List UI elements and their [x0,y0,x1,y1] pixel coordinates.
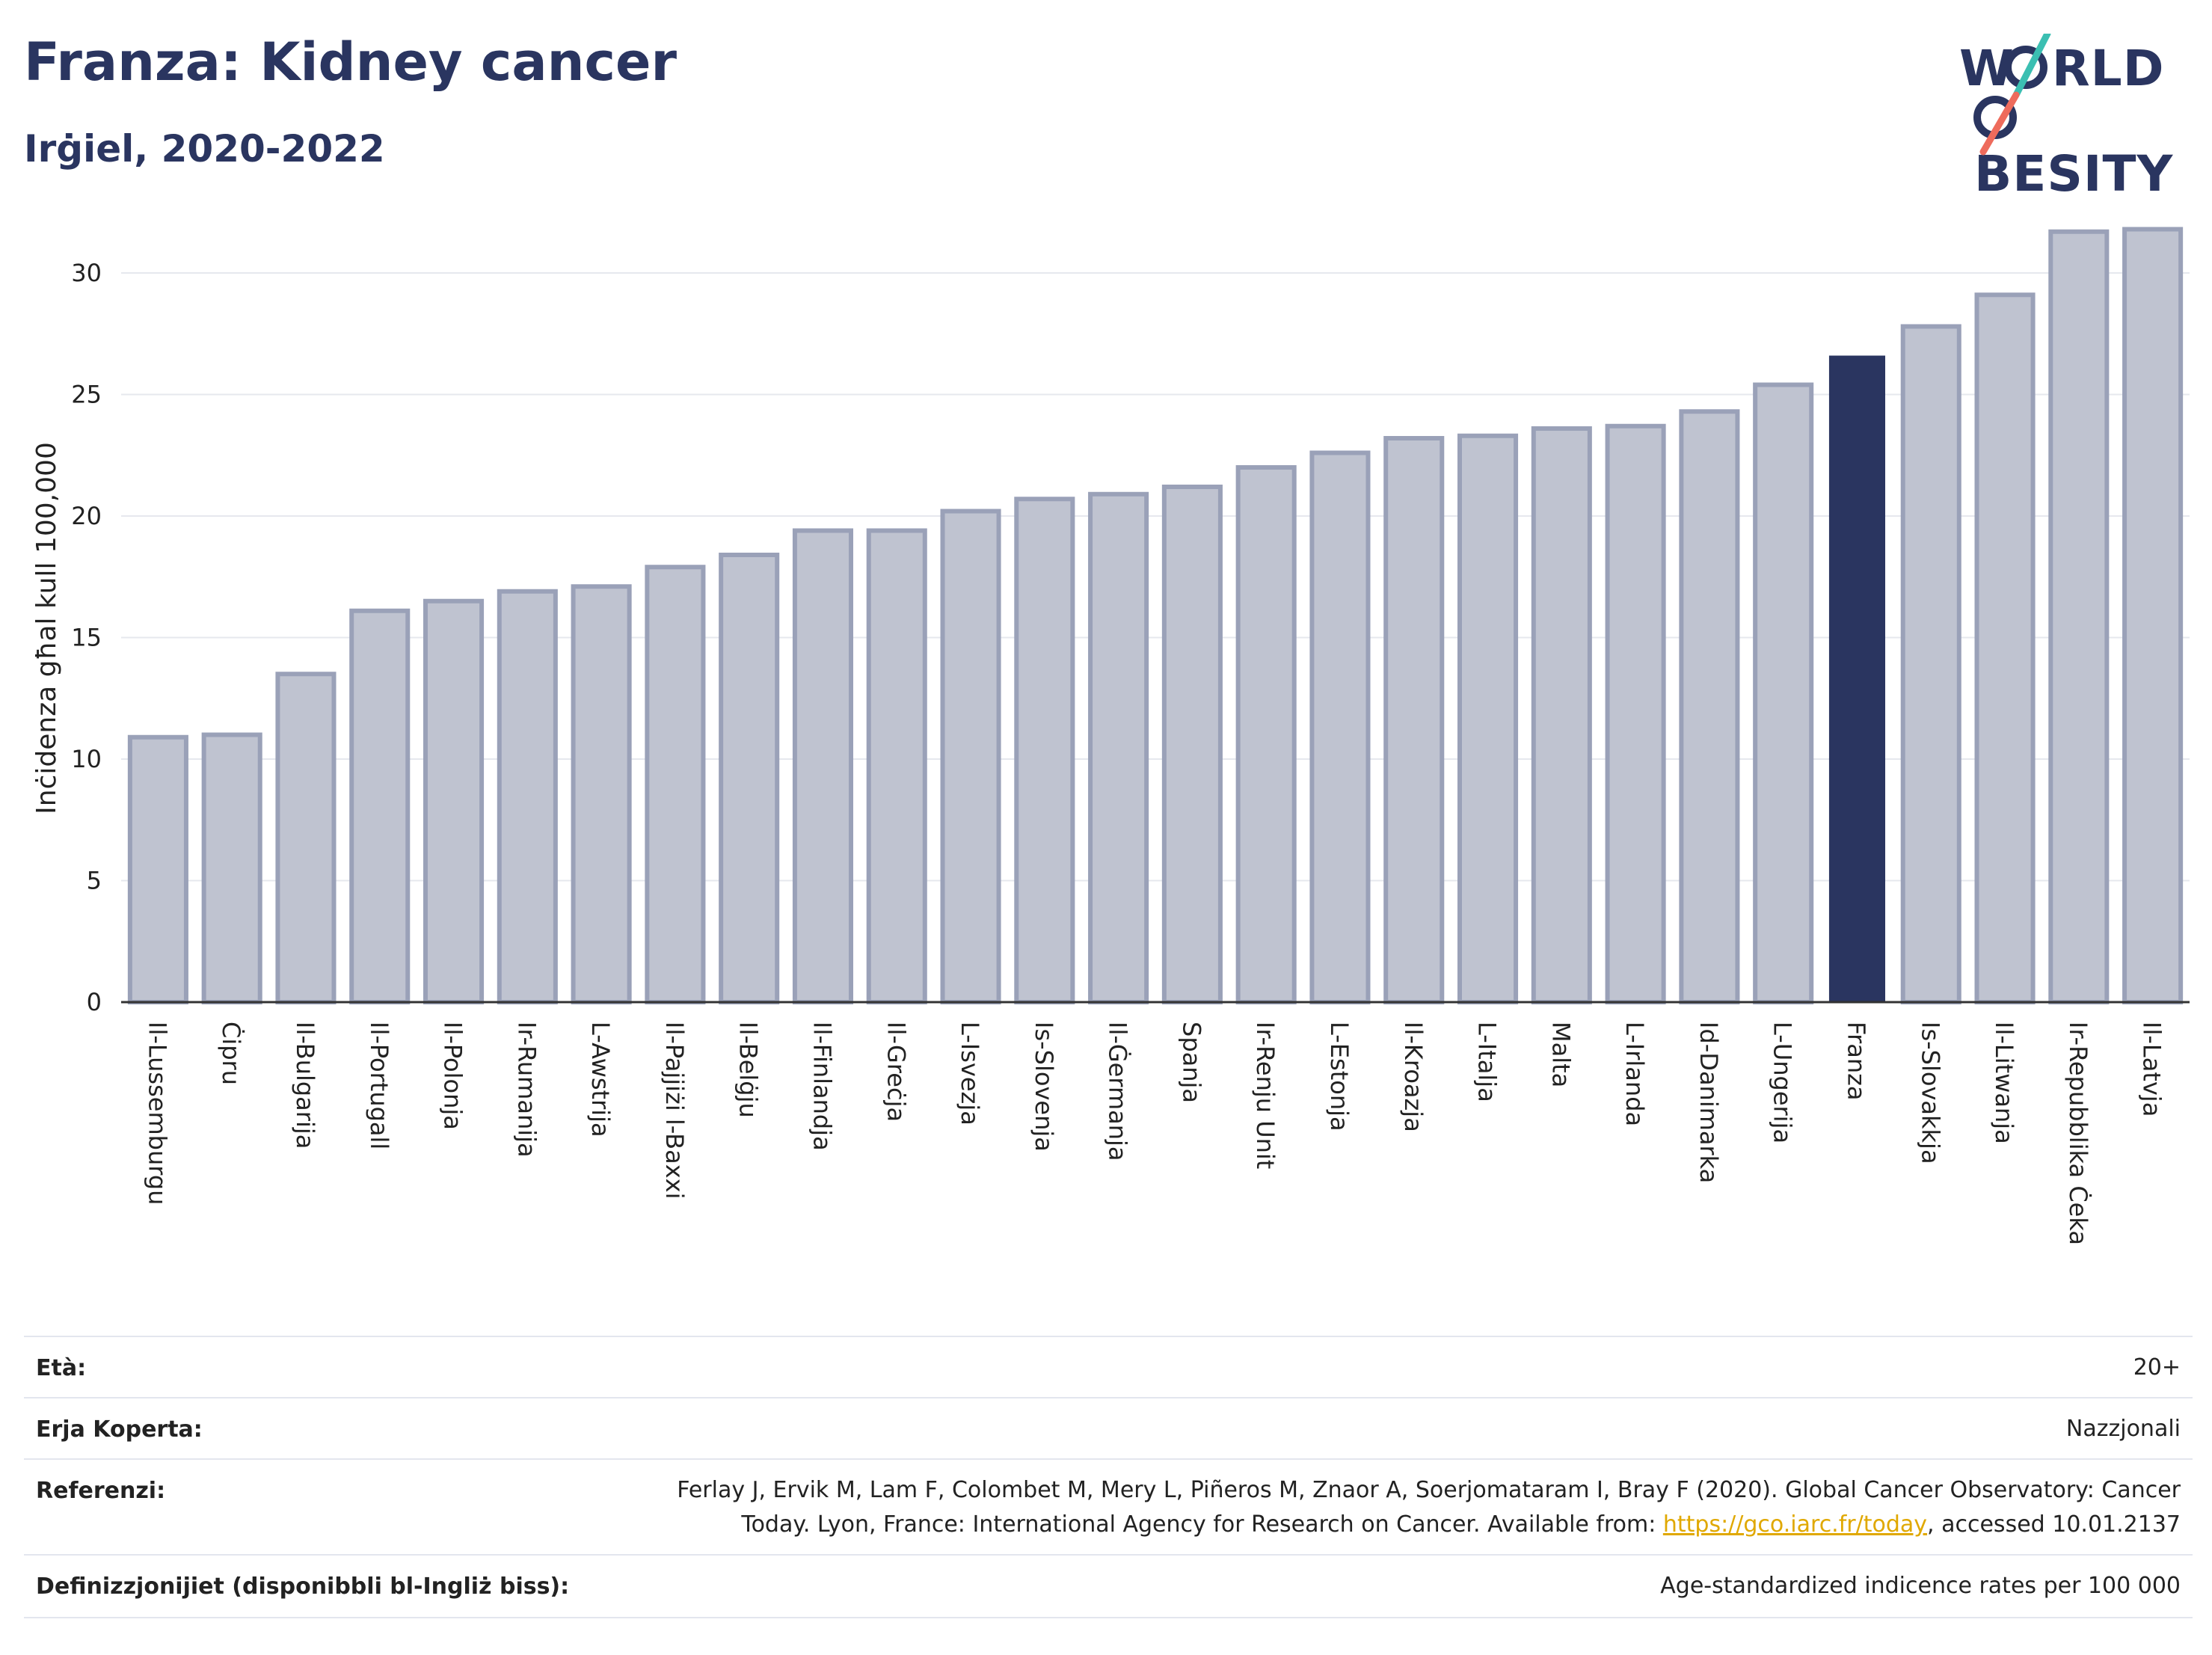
bar [1235,465,1297,1004]
bar [2048,229,2110,1004]
bar [1383,436,1445,1004]
x-tick-label: Spanja [1177,1022,1205,1103]
logo-line-2: BESITY [1974,145,2174,203]
gco-link[interactable]: https://gco.iarc.fr/today [1662,1511,1928,1538]
meta-ref-label: Referenzi: [36,1478,166,1504]
bar [1088,491,1149,1004]
bar [423,598,485,1004]
meta-area-value: Nazzjonali [2065,1416,2181,1442]
x-tick-label: Ir-Rumanija [512,1022,541,1158]
x-tick-label: Il-Pajjiżi l-Baxxi [660,1022,689,1200]
chart-subtitle: Irġiel, 2020-2022 [24,127,385,171]
x-tick-label: Il-Litwanja [1990,1022,2018,1144]
x-tick-label: Il-Ġermanja [1104,1022,1132,1161]
bar [571,584,632,1004]
x-tick-label: Ċipru [217,1022,245,1085]
meta-ref-value: Ferlay J, Ervik M, Lam F, Colombet M, Me… [677,1473,2181,1542]
x-tick-label: L-Isvezja [956,1022,984,1126]
y-tick-label: 20 [71,502,102,530]
meta-row-references: Referenzi: Ferlay J, Ervik M, Lam F, Col… [24,1458,2193,1556]
bar [1161,485,1223,1004]
bar [497,589,558,1004]
y-tick-label: 10 [71,745,102,773]
y-tick-label: 25 [71,381,102,409]
meta-age-value: 20+ [2133,1354,2181,1381]
x-tick-label: L-Estonja [1325,1022,1354,1132]
bar [127,734,188,1004]
meta-row-definitions: Definizzjonijiet (disponibbli bl-Ingliż … [24,1554,2193,1618]
world-obesity-logo: W RLD BESITY [1944,34,2199,203]
x-tick-label: Il-Latvja [2138,1022,2166,1117]
bar [1531,426,1592,1004]
meta-area-label: Erja Koperta: [36,1416,203,1443]
y-tick-label: 0 [87,988,102,1016]
bar [792,528,854,1004]
chart-title: Franza: Kidney cancer [24,31,677,93]
x-tick-label: L-Italja [1473,1022,1502,1102]
bar [1900,324,1961,1004]
x-tick-label: L-Awstrija [586,1022,615,1137]
y-tick-label: 5 [87,867,102,895]
meta-ref-line-2: Today. Lyon, France: International Agenc… [741,1511,2181,1538]
bar [1605,423,1666,1004]
x-tick-label: Ir-Renju Unit [1251,1022,1279,1169]
x-tick-label: Il-Finlandja [808,1022,836,1151]
bar [1753,382,1814,1004]
x-tick-label: L-Ungerija [1769,1022,1797,1143]
meta-row-age: Età: 20+ [24,1336,2193,1398]
bar [719,553,780,1004]
meta-row-area: Erja Koperta: Nazzjonali [24,1397,2193,1460]
y-axis-label: Inċidenza għal kull 100,000 [31,442,62,814]
meta-age-label: Età: [36,1355,87,1381]
x-tick-label: Il-Polonja [439,1022,467,1130]
x-tick-label: Il-Greċja [882,1022,910,1122]
bar [2122,227,2184,1004]
x-tick-label: Malta [1546,1022,1575,1087]
x-tick-label: Ir-Repubblika Ċeka [2064,1022,2092,1245]
bar [349,608,411,1004]
x-tick-label: Il-Kroazja [1399,1022,1428,1132]
x-tick-label: Il-Belġju [734,1022,763,1118]
x-tick-label: Id-Danimarka [1695,1022,1723,1183]
bar-chart: 0 5 10 15 20 25 30 Inċidenza għal kull 100,000 I… [31,227,2190,1245]
x-tick-label: L-Irlanda [1620,1022,1649,1126]
meta-def-label: Definizzjonijiet (disponibbli bl-Ingliż … [36,1573,570,1600]
y-tick-label: 30 [71,259,102,287]
meta-def-value: Age-standardized indicence rates per 100… [1660,1573,2181,1599]
x-tick-label: Il-Lussemburgu [143,1022,171,1205]
x-tick-label: Is-Slovenja [1030,1022,1058,1152]
bar [1974,292,2036,1004]
x-tick-label: Il-Bulgarija [291,1022,319,1149]
bar [1457,433,1519,1004]
x-tick-label: Is-Slovakkja [1916,1022,1944,1164]
bar-highlight [1828,355,1886,1002]
bar [1309,450,1371,1004]
bar [940,509,1001,1004]
bar [1679,409,1740,1004]
bar [275,672,337,1004]
x-tick-label: Franza [1842,1022,1870,1101]
x-tick-label: Il-Portugall [365,1022,393,1149]
logo-slash-icon [1973,34,2051,156]
metadata-table: Età: 20+ Erja Koperta: Nazzjonali Refere… [24,1336,2193,1635]
bar [645,565,706,1004]
bar [1014,497,1075,1004]
bar [866,528,927,1004]
bar [201,732,262,1004]
y-tick-label: 15 [71,624,102,652]
meta-ref-line-1: Ferlay J, Ervik M, Lam F, Colombet M, Me… [677,1477,2181,1503]
